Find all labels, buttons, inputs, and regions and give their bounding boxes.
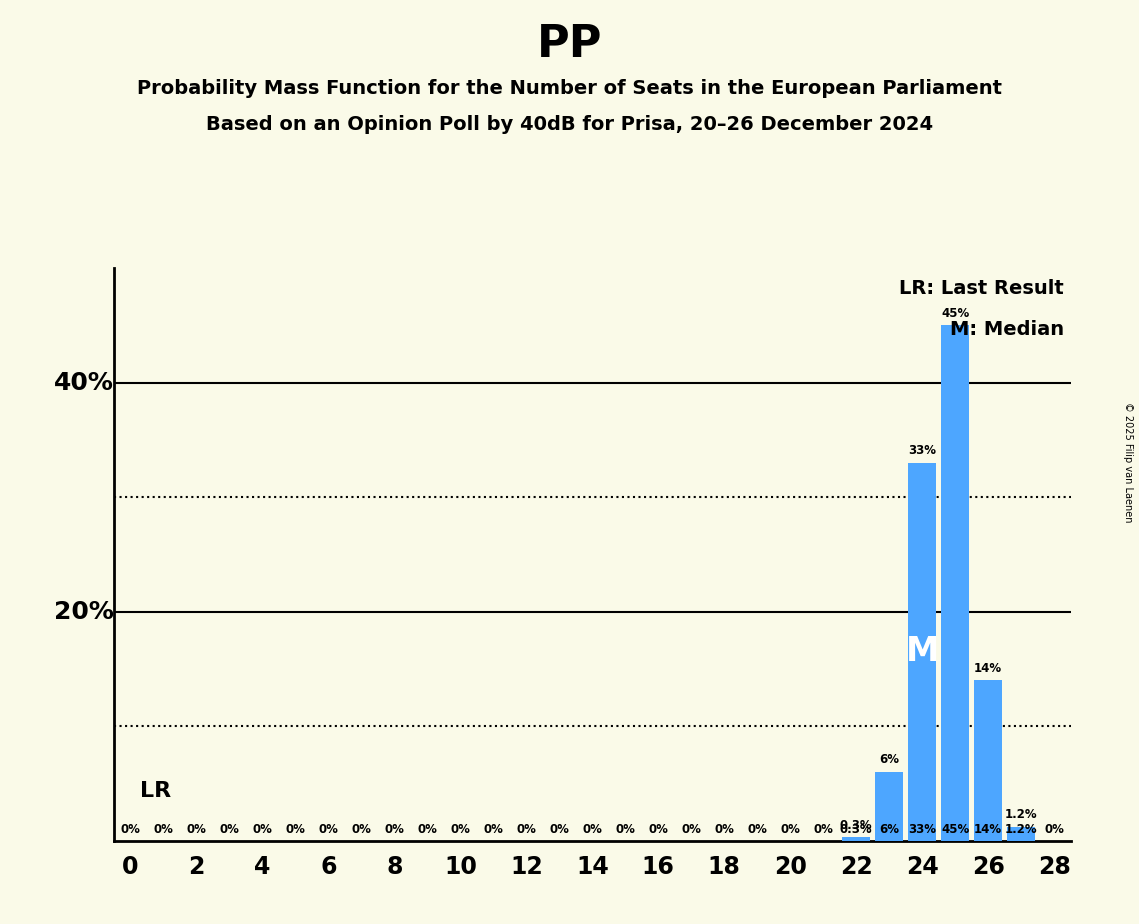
Text: 33%: 33% [908, 444, 936, 457]
Text: 0%: 0% [1044, 823, 1064, 836]
Text: 6%: 6% [879, 823, 899, 836]
Bar [974, 680, 1002, 841]
Text: 0%: 0% [187, 823, 206, 836]
Text: © 2025 Filip van Laenen: © 2025 Filip van Laenen [1123, 402, 1133, 522]
Text: 0%: 0% [220, 823, 239, 836]
Text: 0%: 0% [648, 823, 669, 836]
Text: 0%: 0% [780, 823, 801, 836]
Text: 14%: 14% [974, 823, 1002, 836]
Text: 0%: 0% [352, 823, 371, 836]
Text: M: M [906, 636, 939, 668]
Text: 0%: 0% [384, 823, 404, 836]
Text: 0%: 0% [582, 823, 603, 836]
Text: Based on an Opinion Poll by 40dB for Prisa, 20–26 December 2024: Based on an Opinion Poll by 40dB for Pri… [206, 116, 933, 135]
Text: 0%: 0% [615, 823, 636, 836]
Text: 40%: 40% [54, 371, 114, 395]
Text: 0%: 0% [253, 823, 272, 836]
Text: 0%: 0% [417, 823, 437, 836]
Bar [941, 325, 969, 841]
Text: 14%: 14% [974, 662, 1002, 675]
Text: LR: LR [140, 781, 171, 801]
Text: 0.3%: 0.3% [839, 823, 872, 836]
Text: 0.3%: 0.3% [839, 819, 872, 832]
Text: 0%: 0% [549, 823, 570, 836]
Text: 33%: 33% [908, 823, 936, 836]
Bar [875, 772, 903, 841]
Text: 0%: 0% [747, 823, 768, 836]
Bar [908, 463, 936, 841]
Text: Probability Mass Function for the Number of Seats in the European Parliament: Probability Mass Function for the Number… [137, 79, 1002, 98]
Text: 1.2%: 1.2% [1005, 823, 1038, 836]
Text: 45%: 45% [941, 307, 969, 320]
Text: LR: Last Result: LR: Last Result [900, 279, 1064, 298]
Text: 1.2%: 1.2% [1005, 808, 1038, 821]
Text: 0%: 0% [450, 823, 470, 836]
Text: 20%: 20% [54, 600, 114, 624]
Bar [1007, 827, 1035, 841]
Text: 0%: 0% [154, 823, 173, 836]
Text: 0%: 0% [714, 823, 735, 836]
Text: 6%: 6% [879, 753, 899, 766]
Text: PP: PP [536, 23, 603, 67]
Text: 0%: 0% [121, 823, 140, 836]
Text: 0%: 0% [319, 823, 338, 836]
Text: 0%: 0% [483, 823, 503, 836]
Bar [842, 837, 870, 841]
Text: M: Median: M: Median [950, 320, 1064, 338]
Text: 45%: 45% [941, 823, 969, 836]
Text: 0%: 0% [813, 823, 833, 836]
Text: 0%: 0% [286, 823, 305, 836]
Text: 0%: 0% [681, 823, 702, 836]
Text: 0%: 0% [516, 823, 536, 836]
